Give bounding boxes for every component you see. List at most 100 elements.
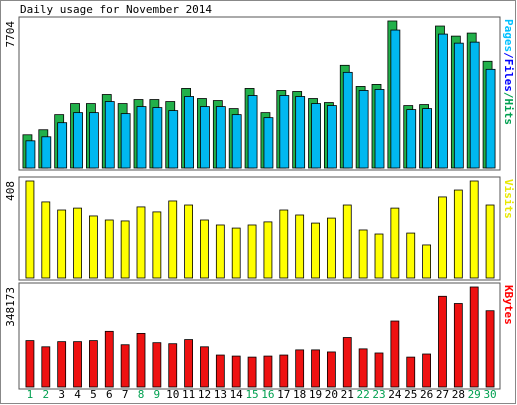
side-label-part: Pages	[502, 19, 515, 52]
y-tick-label: 348173	[4, 287, 17, 327]
bar	[25, 340, 35, 388]
bar	[231, 355, 241, 388]
bar	[422, 108, 433, 169]
x-tick-label: 1	[27, 388, 34, 401]
x-tick-label: 8	[138, 388, 145, 401]
side-label: Pages/Files/Hits	[502, 19, 515, 125]
bar	[374, 233, 384, 279]
bar	[200, 106, 210, 169]
x-tick-label: 18	[293, 388, 306, 401]
bar	[152, 342, 162, 388]
bar	[311, 103, 321, 169]
bar	[485, 68, 496, 169]
bar	[57, 122, 68, 169]
bar	[136, 206, 146, 279]
x-tick-label: 9	[154, 388, 161, 401]
bar	[41, 136, 52, 169]
bar	[438, 33, 448, 169]
bar	[57, 209, 67, 279]
x-tick-label: 10	[166, 388, 179, 401]
bar	[89, 215, 98, 279]
x-tick-label: 13	[214, 388, 227, 401]
bar	[231, 114, 242, 169]
bar	[342, 71, 353, 169]
bar	[358, 90, 369, 169]
bar	[41, 201, 51, 279]
bar	[200, 219, 209, 279]
bar	[279, 209, 289, 279]
bar	[152, 211, 162, 279]
bar	[89, 112, 99, 169]
x-tick-label: 21	[341, 388, 354, 401]
x-tick-label: 16	[261, 388, 274, 401]
bar	[120, 344, 130, 388]
panel	[18, 176, 501, 281]
bar	[89, 340, 98, 388]
bar	[406, 356, 416, 388]
chart-title: Daily usage for November 2014	[20, 3, 212, 16]
bar	[295, 96, 306, 169]
bar	[326, 351, 336, 388]
bar	[200, 346, 209, 388]
x-tick-label: 2	[42, 388, 49, 401]
bar	[25, 180, 35, 279]
bar	[279, 95, 290, 169]
bar	[406, 232, 416, 279]
bar	[120, 113, 131, 169]
side-label-part: Visits	[502, 179, 515, 219]
bar	[374, 352, 384, 388]
bar	[295, 214, 305, 279]
x-tick-label: 17	[277, 388, 290, 401]
bar	[469, 41, 480, 169]
bar	[326, 217, 336, 279]
bar	[184, 204, 194, 279]
bar	[73, 341, 82, 388]
bar	[41, 346, 51, 388]
bar	[184, 96, 195, 169]
side-label: KBytes	[502, 285, 515, 325]
bar	[358, 348, 368, 388]
x-tick-label: 12	[198, 388, 211, 401]
x-tick-label: 28	[452, 388, 465, 401]
bar	[104, 219, 114, 279]
bar	[247, 95, 258, 169]
bar	[231, 227, 241, 279]
bar	[263, 355, 273, 388]
bar	[168, 343, 178, 388]
bar	[390, 207, 400, 279]
bar	[168, 110, 179, 169]
bar	[295, 349, 305, 388]
x-tick-label: 24	[388, 388, 402, 401]
bar	[453, 189, 463, 279]
x-tick-label: 20	[325, 388, 338, 401]
bar	[184, 339, 194, 388]
x-tick-label: 14	[230, 388, 244, 401]
bar	[485, 204, 495, 279]
bar	[104, 101, 115, 169]
x-tick-label: 27	[436, 388, 449, 401]
bar	[152, 107, 163, 169]
x-tick-label: 6	[106, 388, 113, 401]
bar	[279, 354, 289, 388]
panel	[18, 282, 501, 390]
x-tick-label: 15	[245, 388, 258, 401]
bar	[422, 244, 432, 279]
bar	[120, 220, 130, 279]
bar	[485, 310, 495, 388]
bar	[104, 330, 114, 388]
bar	[215, 354, 225, 388]
bar	[390, 320, 400, 388]
bar	[73, 112, 83, 169]
bar	[311, 222, 320, 279]
bar	[326, 105, 337, 169]
bar	[215, 224, 225, 279]
x-tick-label: 25	[404, 388, 417, 401]
x-tick-label: 11	[182, 388, 195, 401]
x-tick-label: 26	[420, 388, 433, 401]
x-tick-label: 23	[372, 388, 385, 401]
bar	[406, 109, 417, 169]
x-tick-label: 3	[58, 388, 65, 401]
bar	[263, 221, 273, 279]
x-tick-label: 5	[90, 388, 97, 401]
x-tick-label: 7	[122, 388, 129, 401]
